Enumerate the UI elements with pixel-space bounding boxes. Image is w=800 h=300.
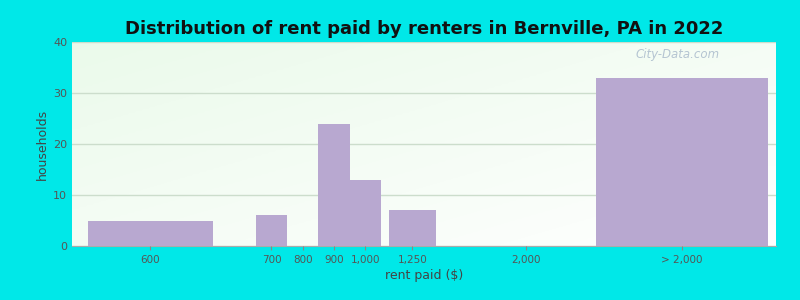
X-axis label: rent paid ($): rent paid ($) (385, 269, 463, 282)
Bar (596, 78, 768, 246)
Bar (389, 210, 436, 246)
Bar (350, 180, 381, 246)
Y-axis label: households: households (36, 108, 49, 180)
Title: Distribution of rent paid by renters in Bernville, PA in 2022: Distribution of rent paid by renters in … (125, 20, 723, 38)
Bar (318, 124, 350, 246)
Text: City-Data.com: City-Data.com (635, 48, 719, 61)
Bar (88, 220, 213, 246)
Bar (256, 215, 287, 246)
